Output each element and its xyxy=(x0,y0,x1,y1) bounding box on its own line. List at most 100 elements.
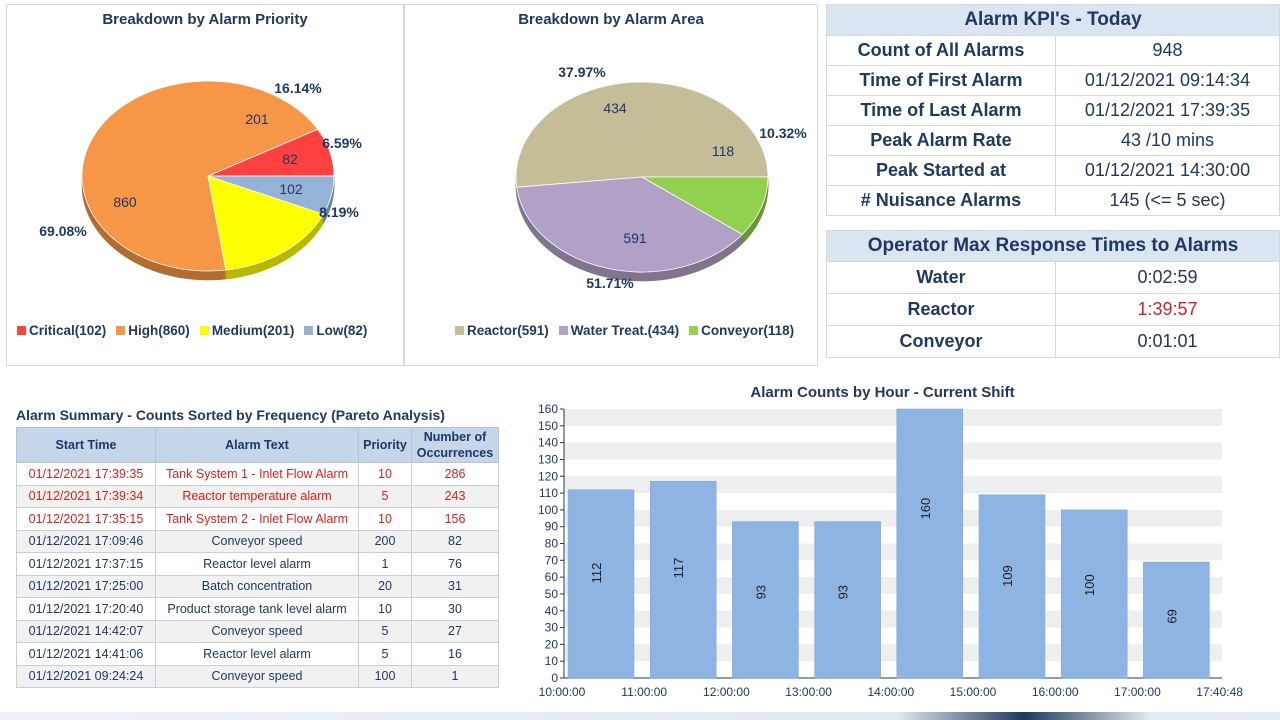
summary-row[interactable]: 01/12/2021 17:39:35 Tank System 1 - Inlet… xyxy=(16,462,499,486)
y-tick-label: 140 xyxy=(538,436,558,450)
summary-row[interactable]: 01/12/2021 17:39:34 Reactor temperature a… xyxy=(16,484,499,508)
priority-cell: 20 xyxy=(358,574,412,598)
area-legend: Reactor(591) Water Treat.(434) Conveyor(11… xyxy=(455,323,804,338)
pie-slice-side xyxy=(191,269,199,281)
response-times-table: Operator Max Response Times to Alarms Wa… xyxy=(826,230,1280,358)
bar xyxy=(1060,509,1128,679)
legend-swatch xyxy=(199,326,209,335)
pie-slice xyxy=(640,176,769,235)
occurrences-cell: 286 xyxy=(411,462,499,486)
pie-slice-side xyxy=(692,262,697,274)
pie-slice-side xyxy=(633,271,639,282)
area-pie-chart: 591 51.71% 434 37.97% 118 10.32% xyxy=(515,64,807,291)
y-tick-label: 10 xyxy=(545,654,559,668)
pie-slice-side xyxy=(663,269,669,280)
occurrences-cell: 243 xyxy=(411,484,499,508)
kpi-value: 01/12/2021 09:14:34 xyxy=(1055,65,1280,96)
bar xyxy=(732,521,799,679)
alarm-text-cell: Conveyor speed xyxy=(155,529,359,553)
pie-slice-side xyxy=(689,263,694,275)
pie-percent-label: 16.14% xyxy=(274,80,322,96)
pie-slice-side xyxy=(225,269,228,280)
response-label: Reactor xyxy=(826,293,1056,326)
pie-slice-side xyxy=(218,269,227,280)
pie-percent-label: 51.71% xyxy=(586,275,634,291)
alarm-text-cell: Reactor temperature alarm xyxy=(155,484,359,508)
grid-band xyxy=(564,409,1222,426)
bar-value-label: 69 xyxy=(1164,609,1179,623)
bar-value-label: 100 xyxy=(1082,574,1097,596)
x-tick-label: 13:00:00 xyxy=(785,685,832,699)
response-row: Water 0:02:59 xyxy=(826,261,1280,294)
bar-value-label: 93 xyxy=(836,585,851,599)
legend-item: High(860) xyxy=(116,323,190,338)
y-tick-label: 150 xyxy=(538,419,558,433)
alarm-kpi-table: Alarm KPI's - Today Count of All Alarms 9… xyxy=(826,4,1280,216)
priority-pie-chart: 102 8.19% 860 69.08% 201 16.14% 82 6.59% xyxy=(39,80,362,281)
y-tick-label: 0 xyxy=(551,671,558,685)
priority-cell: 200 xyxy=(358,529,412,553)
y-tick-label: 160 xyxy=(538,402,558,416)
legend-item: Low(82) xyxy=(304,323,367,338)
legend-label: Critical(102) xyxy=(29,323,107,338)
y-tick-label: 70 xyxy=(545,553,559,567)
start-time-cell: 01/12/2021 17:20:40 xyxy=(16,597,156,621)
hourly-bar-chart: 0 10 20 30 40 50 60 70 80 90 100 110 120 130 140 150 160… xyxy=(538,402,1243,699)
summary-row[interactable]: 01/12/2021 17:25:00 Batch concentration 20… xyxy=(16,574,499,598)
grid-band xyxy=(564,577,1222,594)
bar xyxy=(814,521,881,679)
summary-title: Alarm Summary - Counts Sorted by Frequen… xyxy=(16,407,445,423)
grid-band xyxy=(564,644,1222,662)
pie-value-label: 434 xyxy=(603,100,627,116)
legend-item: Medium(201) xyxy=(199,323,295,338)
kpi-row: Peak Alarm Rate 43 /10 mins xyxy=(826,125,1280,156)
pie-percent-label: 37.97% xyxy=(558,64,606,80)
x-tick-label: 10:00:00 xyxy=(539,685,586,699)
alarm-text-cell: Reactor level alarm xyxy=(155,552,359,576)
legend-swatch xyxy=(17,326,26,335)
pie-slice xyxy=(81,80,319,272)
response-row: Conveyor 0:01:01 xyxy=(826,325,1280,358)
hourly-chart-title: Alarm Counts by Hour - Current Shift xyxy=(750,384,1015,401)
y-tick-label: 60 xyxy=(545,570,559,584)
summary-row[interactable]: 01/12/2021 17:37:15 Reactor level alarm 1 7… xyxy=(16,552,499,576)
bar xyxy=(1143,561,1210,679)
pie-slice-side xyxy=(593,264,598,276)
kpi-value: 145 (<= 5 sec) xyxy=(1055,185,1280,216)
pie-slice xyxy=(207,175,324,271)
start-time-cell: 01/12/2021 14:41:06 xyxy=(16,642,156,666)
occurrences-cell: 16 xyxy=(411,642,499,666)
summary-row[interactable]: 01/12/2021 17:20:40 Product storage tank … xyxy=(16,597,499,621)
kpi-value: 01/12/2021 14:30:00 xyxy=(1055,155,1280,186)
pie-slice-side xyxy=(671,268,676,279)
x-tick-label: 12:00:00 xyxy=(703,685,750,699)
legend-swatch xyxy=(116,326,126,335)
summary-row[interactable]: 01/12/2021 17:35:15 Tank System 2 - Inlet… xyxy=(16,507,499,531)
start-time-cell: 01/12/2021 17:25:00 xyxy=(16,574,156,598)
y-tick-label: 110 xyxy=(539,486,558,500)
summary-row[interactable]: 01/12/2021 14:42:07 Conveyor speed 5 27 xyxy=(16,619,499,643)
legend-label: Medium(201) xyxy=(211,323,295,338)
priority-cell: 100 xyxy=(358,664,412,688)
grid-band xyxy=(564,610,1222,628)
summary-row[interactable]: 01/12/2021 09:24:24 Conveyor speed 100 1 xyxy=(16,664,499,688)
priority-cell: 10 xyxy=(358,507,412,531)
kpi-row: Time of First Alarm 01/12/2021 09:14:34 xyxy=(826,65,1280,96)
alarm-text-cell: Tank System 2 - Inlet Flow Alarm xyxy=(155,507,359,531)
legend-item: Water Treat.(434) xyxy=(558,323,679,338)
summary-row[interactable]: 01/12/2021 14:41:06 Reactor level alarm 5 1… xyxy=(16,642,499,666)
legend-label: High(860) xyxy=(128,323,190,338)
summary-row[interactable]: 01/12/2021 17:09:46 Conveyor speed 200 82 xyxy=(16,529,499,553)
legend-label: Conveyor(118) xyxy=(701,323,795,338)
alarm-text-cell: Reactor level alarm xyxy=(155,642,359,666)
bar xyxy=(649,481,717,679)
pie-slice-side xyxy=(667,269,672,280)
pie-slice-side xyxy=(184,269,193,280)
response-value: 0:02:59 xyxy=(1055,261,1280,294)
bar-value-label: 160 xyxy=(918,498,933,520)
y-tick-label: 30 xyxy=(545,621,559,635)
pie-slice-side xyxy=(674,267,680,279)
bar xyxy=(896,408,964,679)
occurrences-cell: 156 xyxy=(411,507,499,531)
pie-slice-side xyxy=(198,270,206,281)
